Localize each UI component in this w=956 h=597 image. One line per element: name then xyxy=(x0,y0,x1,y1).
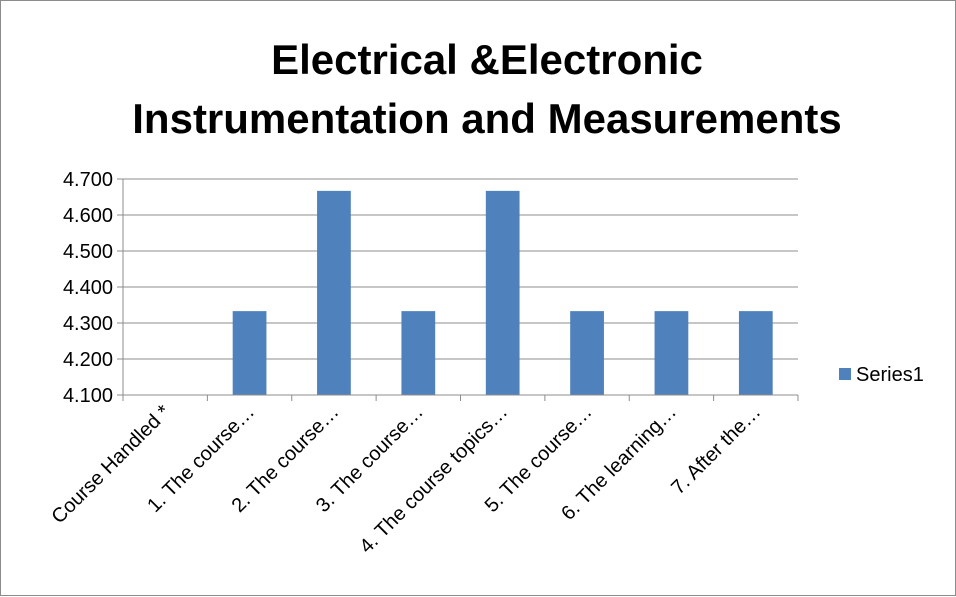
y-axis-ticks: 4.100 4.200 4.300 4.400 4.500 4.600 4.700 xyxy=(63,169,123,407)
x-axis-ticks: Course Handled *1. The course…2. The cou… xyxy=(48,395,799,558)
bar xyxy=(317,190,351,395)
legend: Series1 xyxy=(839,364,924,386)
y-tick-label: 4.200 xyxy=(63,349,113,371)
chart-title-line-1: Electrical &Electronic xyxy=(271,36,703,83)
legend-label: Series1 xyxy=(856,364,924,386)
bar xyxy=(654,311,689,395)
chart-title-line-2: Instrumentation and Measurements xyxy=(132,95,841,142)
bar xyxy=(570,311,604,395)
bar xyxy=(738,311,773,395)
bar xyxy=(401,311,436,395)
y-tick-label: 4.500 xyxy=(63,241,113,263)
y-tick-label: 4.600 xyxy=(63,205,113,227)
y-tick-label: 4.400 xyxy=(63,277,113,299)
y-tick-label: 4.100 xyxy=(63,385,113,407)
bars xyxy=(232,190,773,395)
y-tick-label: 4.700 xyxy=(63,169,113,191)
bar xyxy=(232,311,267,395)
bar xyxy=(485,190,520,395)
gridlines xyxy=(123,178,798,360)
legend-swatch xyxy=(839,368,851,380)
y-tick-label: 4.300 xyxy=(63,313,113,335)
x-tick-label: 4. The course topics… xyxy=(355,401,512,558)
x-tick-label: 7. After the… xyxy=(667,401,765,499)
